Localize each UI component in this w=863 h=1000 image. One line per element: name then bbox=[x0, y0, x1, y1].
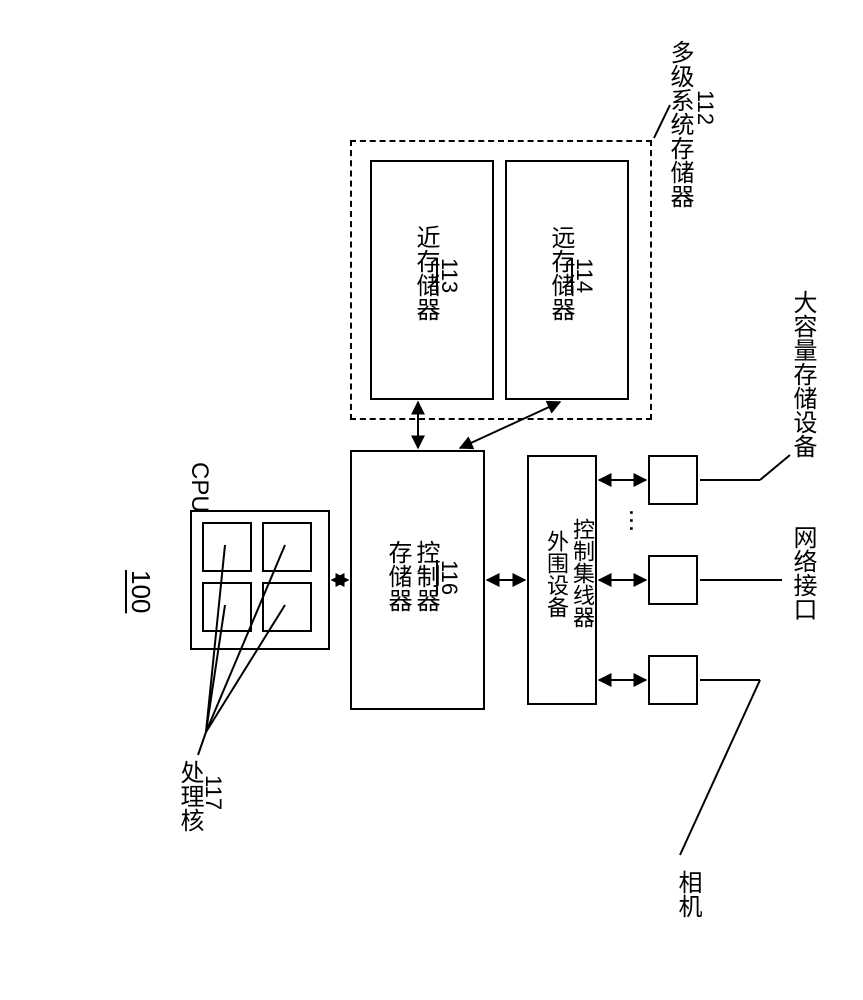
figure-ref: 100 bbox=[125, 570, 156, 613]
proc-core-ref: 117 bbox=[200, 775, 226, 810]
cpu-core bbox=[262, 582, 312, 632]
cpu-label: CPU bbox=[185, 462, 213, 513]
peripheral-box-camera bbox=[648, 655, 698, 705]
multi-level-ref: 112 bbox=[692, 90, 718, 125]
peripheral-box-mass bbox=[648, 455, 698, 505]
ellipsis-icon: ··· bbox=[620, 510, 641, 534]
near-memory-ref: 113 bbox=[436, 258, 462, 293]
mass-label: 大容量存储设备 bbox=[785, 290, 820, 458]
diagram-canvas: 100 CPU 处理核 117 存储器 控制器 116 多级系统存储器 112 … bbox=[0, 0, 863, 1000]
camera-label: 相机 bbox=[670, 870, 705, 918]
peripheral-box-net bbox=[648, 555, 698, 605]
memctrl-ref: 116 bbox=[436, 560, 462, 595]
cpu-core bbox=[202, 582, 252, 632]
net-label: 网络接口 bbox=[785, 525, 820, 621]
periph-hub-label-2: 控制集线器 bbox=[566, 518, 598, 628]
far-memory-ref: 114 bbox=[571, 258, 597, 293]
cpu-core bbox=[262, 522, 312, 572]
cpu-core bbox=[202, 522, 252, 572]
